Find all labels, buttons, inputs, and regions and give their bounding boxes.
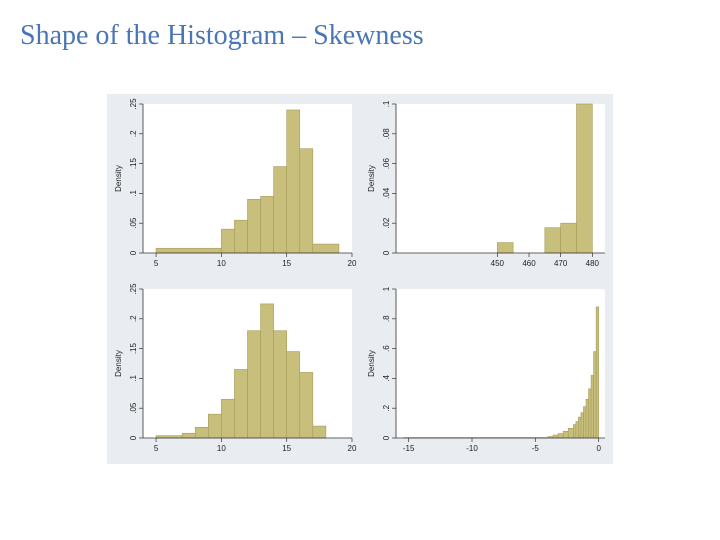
x-tick-label: 20 [348,444,357,453]
histogram-bar [567,428,574,439]
histogram-bar [590,375,594,439]
y-tick-label: .15 [129,157,138,169]
histogram-bar [312,425,327,439]
y-tick-label: 0 [129,435,138,440]
y-tick-label: 0 [129,250,138,255]
x-tick-label: 5 [154,259,159,268]
histogram-bar [593,351,597,439]
histogram-bar [221,228,235,254]
y-tick-label: 0 [382,250,391,255]
histogram-bar [312,243,340,254]
x-tick-label: -5 [532,444,540,453]
y-tick-label: .6 [382,345,391,352]
y-tick-label: .8 [382,315,391,322]
histogram-bar [234,219,248,254]
histogram-bar [181,432,196,439]
y-tick-label: .4 [382,375,391,382]
y-axis-label: Density [114,165,123,192]
y-tick-label: .1 [382,100,391,107]
y-tick-label: .08 [382,128,391,140]
histogram-bar [247,330,261,439]
x-tick-label: 450 [491,259,505,268]
histogram-bar [260,196,274,254]
histogram-bar [578,416,582,439]
y-axis-label: Density [367,350,376,377]
y-axis-label: Density [367,165,376,192]
histogram-bar [273,166,287,254]
histogram-bar [247,199,261,254]
histogram-bar [273,330,287,439]
y-tick-label: .02 [382,217,391,229]
plot-area [396,289,605,438]
histogram-bar [497,242,514,254]
histogram-bar [583,406,587,439]
histogram-bar [560,222,577,254]
y-tick-label: .25 [129,283,138,295]
y-tick-label: .05 [129,402,138,414]
histogram-panel-4: 0 .2 .4 .6 .8 1 -15 -10 -5 0 Density [367,286,605,453]
histogram-bar [155,247,222,254]
histogram-bar [234,369,248,439]
y-tick-label: 1 [382,286,391,291]
histogram-bar [544,227,561,254]
y-tick-label: .06 [382,157,391,169]
y-tick-label: .2 [129,130,138,137]
histogram-bar [576,103,593,254]
y-tick-label: .04 [382,187,391,199]
slide-title: Shape of the Histogram – Skewness [20,20,424,51]
x-tick-label: 10 [217,259,226,268]
y-tick-label: .1 [129,190,138,197]
histogram-bar [299,148,314,254]
x-tick-label: 15 [282,444,291,453]
x-tick-label: 470 [554,259,568,268]
y-tick-label: .1 [129,375,138,382]
histogram-bar [221,398,235,439]
histogram-bar [286,351,301,439]
histogram-bar [573,424,577,439]
histogram-grid: 0.05.1.15.2.255 10 15 20Density0.02.04.06.0… [114,98,605,453]
histogram-bar [562,430,569,439]
y-tick-label: .25 [129,98,138,110]
histogram-bar [194,426,209,439]
histogram-bar [260,303,274,439]
histogram-panel-2: 0 .02 .04 .06 .08 .1 450 460 470 480 Density [367,100,605,268]
y-tick-label: .2 [129,315,138,322]
x-tick-label: 15 [282,259,291,268]
histogram-bar [552,434,559,439]
histogram-panel-1: 0 .05 .1 .15 .2 .25 5 10 15 20 Density [114,98,357,268]
histogram-bar [588,388,592,439]
histogram-bar [580,412,584,439]
histogram-panel-3: 0 .05 .1 .15 .2 .25 5 10 15 20 Density [114,283,357,453]
x-tick-label: 5 [154,444,159,453]
y-tick-label: .2 [382,404,391,411]
x-tick-label: 460 [522,259,536,268]
x-tick-label: -15 [403,444,415,453]
histogram-bar [575,421,579,439]
y-tick-label: 0 [382,435,391,440]
histogram-bar [585,398,589,439]
x-tick-label: 480 [586,259,600,268]
x-tick-label: 20 [348,259,357,268]
histogram-bar [557,433,564,439]
histogram-bar [595,306,599,439]
x-tick-label: 10 [217,444,226,453]
histogram-figure: 0.05.1.15.2.25 5 10 15 20 Density 0.02.04.06.0… [107,94,613,464]
x-tick-label: -10 [466,444,478,453]
x-tick-label: 0 [596,444,601,453]
histogram-bar [286,109,301,254]
histogram-bar [208,413,222,439]
y-tick-label: .15 [129,342,138,354]
histogram-bar [299,372,314,439]
y-tick-label: .05 [129,217,138,229]
y-axis-label: Density [114,350,123,377]
